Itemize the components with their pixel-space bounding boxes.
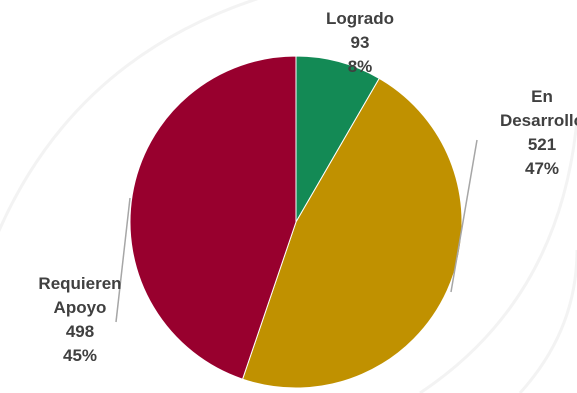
data-label-logrado-category: Logrado (326, 9, 394, 28)
data-label-logrado-percent: 8% (348, 57, 373, 76)
data-label-logrado: Logrado 93 8% (326, 9, 394, 76)
pie-slices (129, 55, 463, 389)
leader-line-requieren-apoyo (115, 197, 131, 323)
pie-slice-logrado (295, 55, 380, 224)
leader-lines (115, 139, 478, 323)
pie-slice-requieren-apoyo (129, 55, 297, 380)
data-label-requieren-apoyo: Requieren Apoyo 498 45% (38, 274, 121, 365)
data-label-requieren-apoyo-percent: 45% (63, 346, 97, 365)
data-label-requieren-apoyo-category: Requieren (38, 274, 121, 293)
data-label-en-desarrollo: En Desarrollo 521 47% (500, 87, 577, 178)
data-label-requieren-apoyo-category: Apoyo (54, 298, 107, 317)
data-labels: Logrado 93 8% En Desarrollo 521 47% Requieren Ap… (38, 9, 577, 365)
data-label-requieren-apoyo-value: 498 (66, 322, 94, 341)
data-label-en-desarrollo-percent: 47% (525, 159, 559, 178)
leader-line-en-desarrollo (450, 139, 478, 293)
data-label-en-desarrollo-value: 521 (528, 135, 556, 154)
data-label-logrado-value: 93 (351, 33, 370, 52)
pie-slice-en-desarrollo (241, 77, 463, 389)
data-label-en-desarrollo-category: Desarrollo (500, 111, 577, 130)
data-label-en-desarrollo-category: En (531, 87, 553, 106)
